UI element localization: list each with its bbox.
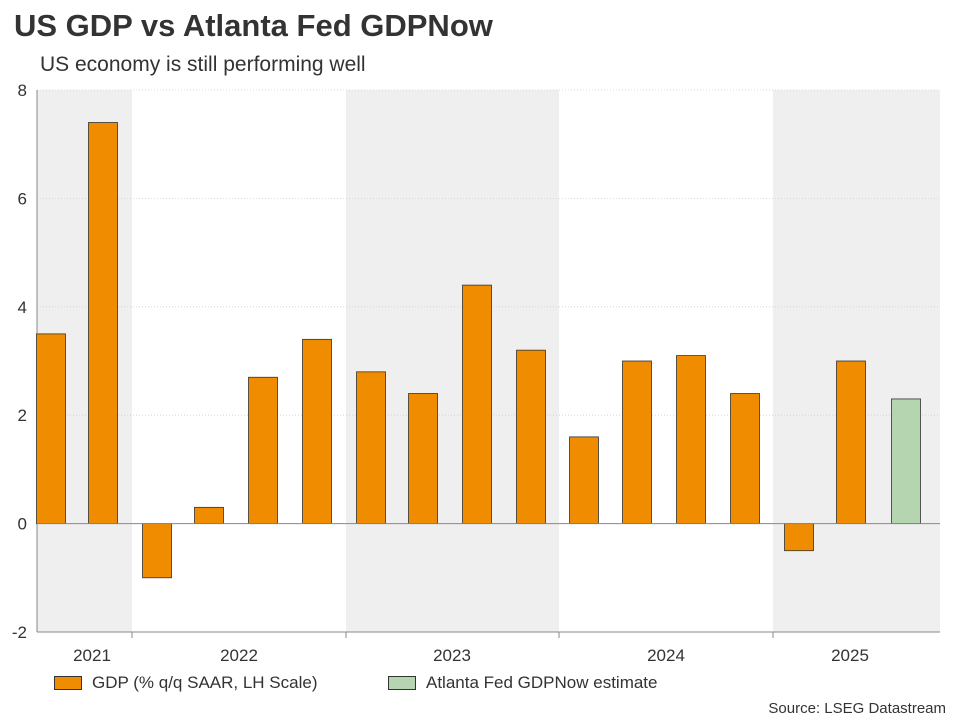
gdp-bar-2021-q1 bbox=[36, 333, 66, 524]
gdp-bar-2022-q4 bbox=[302, 338, 332, 525]
gdp-bar-2022-q2 bbox=[194, 506, 224, 524]
gdp-bar-2023-q4 bbox=[516, 349, 546, 525]
source-note: Source: LSEG Datastream bbox=[768, 700, 946, 717]
gdp-bar-2022-q1 bbox=[142, 523, 172, 579]
gdp-bar-2022-q3 bbox=[248, 376, 278, 525]
y-tick-label: -2 bbox=[12, 623, 27, 642]
gdp-bar-2024-q3 bbox=[676, 355, 706, 524]
legend-swatch-nowcast bbox=[388, 676, 416, 690]
legend-label-gdp: GDP (% q/q SAAR, LH Scale) bbox=[92, 673, 318, 692]
x-year-label-2025: 2025 bbox=[831, 646, 869, 665]
x-year-label-2024: 2024 bbox=[647, 646, 685, 665]
legend-item-gdp: GDP (% q/q SAAR, LH Scale) bbox=[54, 672, 318, 694]
x-year-label-2021: 2021 bbox=[73, 646, 111, 665]
y-tick-label: 0 bbox=[18, 515, 27, 534]
gdp-bar-2023-q3 bbox=[462, 284, 492, 524]
y-tick-label: 4 bbox=[18, 298, 27, 317]
gdp-bar-2021-q2 bbox=[88, 122, 118, 524]
chart-title: US GDP vs Atlanta Fed GDPNow bbox=[14, 8, 493, 43]
chart-subtitle: US economy is still performing well bbox=[40, 53, 366, 76]
legend-label-nowcast: Atlanta Fed GDPNow estimate bbox=[426, 673, 658, 692]
y-tick-label: 8 bbox=[18, 81, 27, 100]
x-year-label-2023: 2023 bbox=[433, 646, 471, 665]
gdp-bar-2023-q2 bbox=[408, 393, 438, 524]
gdp-bar-2023-q1 bbox=[356, 371, 386, 524]
nowcast-bar-2025-q3 bbox=[891, 398, 921, 525]
legend-swatch-gdp bbox=[54, 676, 82, 690]
gdp-bar-2024-q4 bbox=[730, 393, 760, 524]
gdp-bar-2025-q1 bbox=[784, 523, 814, 552]
x-year-label-2022: 2022 bbox=[220, 646, 258, 665]
legend-item-nowcast: Atlanta Fed GDPNow estimate bbox=[388, 672, 657, 694]
gdp-bar-2024-q1 bbox=[569, 436, 599, 525]
y-tick-label: 6 bbox=[18, 189, 27, 208]
gdp-bar-2025-q2 bbox=[836, 360, 866, 525]
y-tick-label: 2 bbox=[18, 406, 27, 425]
gdp-bar-2024-q2 bbox=[622, 360, 652, 525]
